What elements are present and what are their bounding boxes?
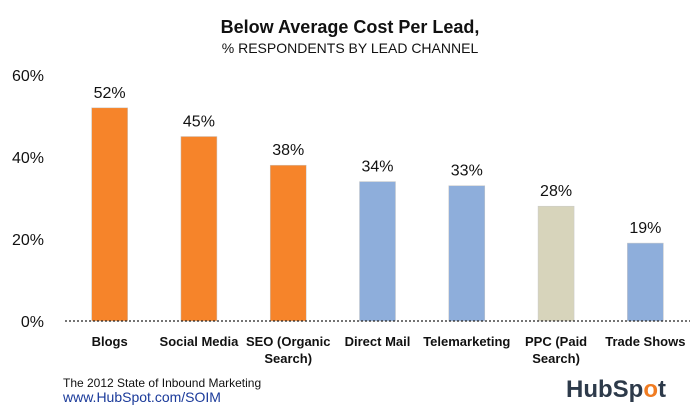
- x-category-label: Trade Shows: [605, 334, 685, 349]
- hubspot-logo: HubSpot: [566, 376, 666, 403]
- bar-value-label: 28%: [540, 183, 572, 200]
- x-category-label: SEO (Organic: [246, 334, 331, 349]
- x-category-label: PPC (Paid: [525, 334, 587, 349]
- bar: [269, 164, 307, 322]
- bar: [359, 181, 396, 322]
- bar: [627, 242, 664, 322]
- source-url[interactable]: www.HubSpot.com/SOIM: [63, 389, 221, 405]
- bar-value-label: 52%: [94, 85, 126, 102]
- y-tick-label: 40%: [12, 150, 44, 167]
- y-tick-label: 20%: [12, 232, 44, 249]
- bar-value-label: 19%: [629, 220, 661, 237]
- bar-value-label: 34%: [361, 159, 393, 176]
- x-category-label: Blogs: [92, 334, 128, 349]
- y-tick-label: 60%: [12, 68, 44, 85]
- chart-subtitle: % RESPONDENTS BY LEAD CHANNEL: [221, 40, 479, 56]
- bar: [91, 107, 128, 322]
- bar: [537, 205, 575, 322]
- x-category-label: Social Media: [160, 334, 240, 349]
- bar: [448, 185, 486, 322]
- x-category-label: Search): [532, 351, 580, 366]
- source-text: The 2012 State of Inbound Marketing: [63, 376, 262, 390]
- bar-value-label: 33%: [451, 163, 483, 180]
- x-category-label: Telemarketing: [423, 334, 510, 349]
- x-category-label: Direct Mail: [345, 334, 411, 349]
- bar-value-label: 45%: [183, 114, 215, 131]
- bar: [180, 136, 218, 322]
- y-tick-label: 0%: [21, 314, 44, 331]
- chart-title: Below Average Cost Per Lead,: [220, 17, 480, 37]
- x-category-label: Search): [264, 351, 312, 366]
- bar-value-label: 38%: [272, 142, 304, 159]
